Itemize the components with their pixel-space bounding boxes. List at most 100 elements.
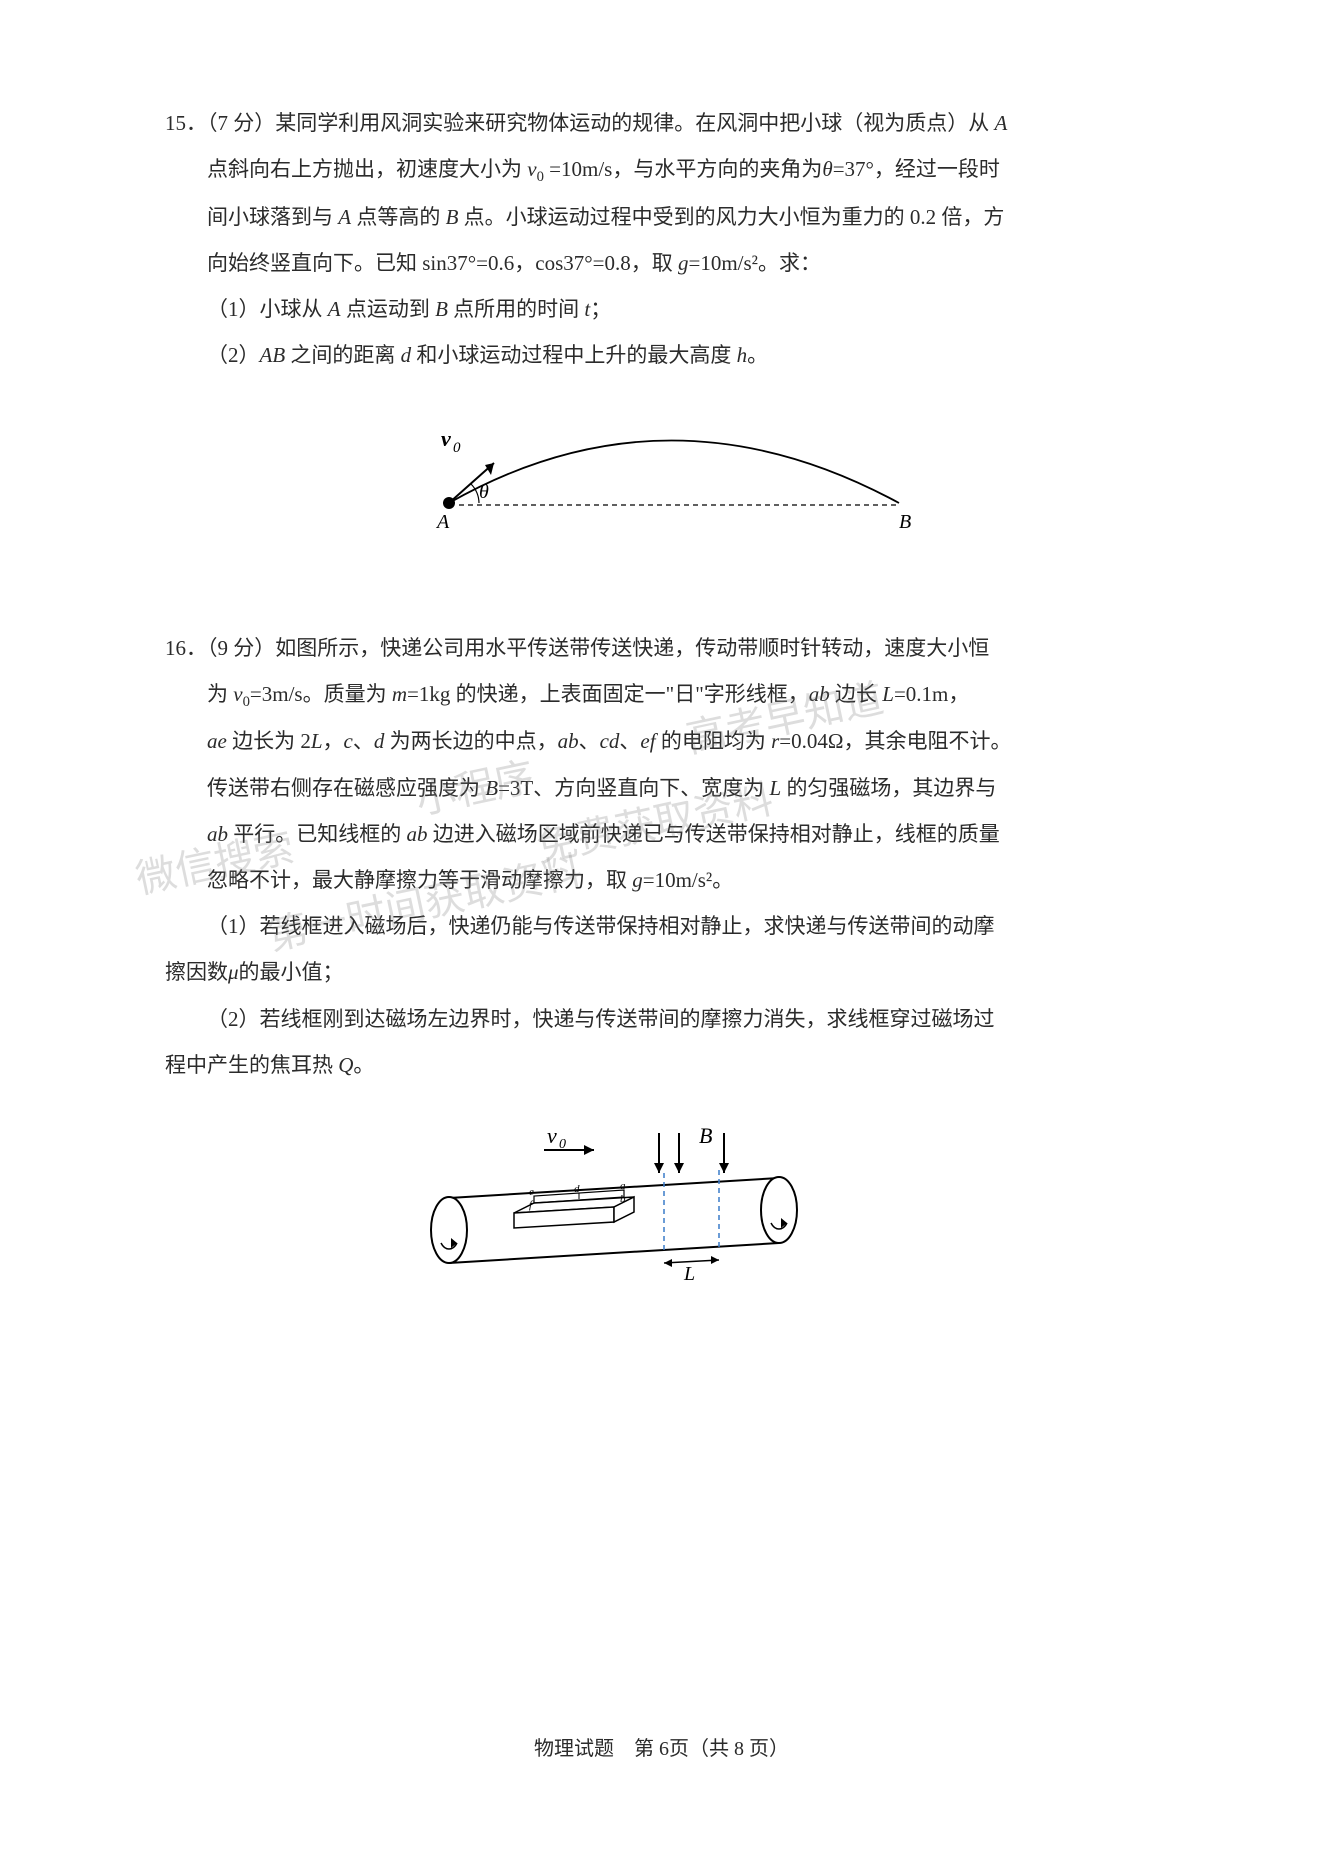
q15-s2d: 。 <box>747 343 768 367</box>
d-var: d <box>401 343 412 367</box>
q15-line1: 15．（7 分）某同学利用风洞实验来研究物体运动的规律。在风洞中把小球（视为质点… <box>165 100 1153 146</box>
q15-t3c: 点。小球运动过程中受到的风力大小恒为重力的 0.2 倍，方 <box>458 205 1004 229</box>
q16-s2a: （2）若线框刚到达磁场左边界时，快递与传送带间的摩擦力消失，求线框穿过磁场过 <box>207 1007 995 1031</box>
q16-t2a: 为 <box>207 682 233 706</box>
v0-sub: 0 <box>537 169 544 185</box>
projectile-diagram: v 0 θ A B <box>379 408 939 538</box>
q16-t1: 如图所示，快递公司用水平传送带传送快递，传动带顺时针转动，速度大小恒 <box>275 636 989 660</box>
q16-sub1-l2: 擦因数μ的最小值； <box>165 949 1153 995</box>
point-A: A <box>995 111 1008 135</box>
q16-t5a: 平行。已知线框的 <box>228 822 407 846</box>
point-B: B <box>446 205 459 229</box>
question-16: 16．（9 分）如图所示，快递公司用水平传送带传送快递，传动带顺时针转动，速度大… <box>165 625 1153 1344</box>
q16-number: 16． <box>165 636 207 660</box>
q16-t3f: 、 <box>619 729 640 753</box>
q16-points: （9 分） <box>207 636 275 660</box>
q15-t2b: =10m/s，与水平方向的夹角为 <box>544 157 822 181</box>
q15-line2: 点斜向右上方抛出，初速度大小为 v0 =10m/s，与水平方向的夹角为θ=37°… <box>165 146 1153 194</box>
cd-var: cd <box>600 729 620 753</box>
q15-sub1: （1）小球从 A 点运动到 B 点所用的时间 t； <box>165 286 1153 332</box>
c-var: c <box>344 729 353 753</box>
fig2-B: B <box>699 1123 712 1148</box>
q16-t2e: =0.1m， <box>894 682 969 706</box>
q15-t3a: 间小球落到与 <box>207 205 338 229</box>
ef-var: ef <box>640 729 655 753</box>
v0-var: v <box>527 157 536 181</box>
q16-s2b: 程中产生的焦耳热 <box>165 1053 338 1077</box>
L-var: L <box>882 682 894 706</box>
ab-var3: ab <box>207 822 228 846</box>
q16-t2b: =3m/s。质量为 <box>250 682 392 706</box>
q15-sub2: （2）AB 之间的距离 d 和小球运动过程中上升的最大高度 h。 <box>165 332 1153 378</box>
q16-t3a: 边长为 2 <box>227 729 311 753</box>
q16-t6b: =10m/s²。 <box>643 868 733 892</box>
mu-var: μ <box>228 960 239 984</box>
fig2-L: L <box>683 1263 695 1285</box>
fig-v0-label: v <box>441 426 451 451</box>
q15-t4b: =10m/s²。求： <box>688 251 820 275</box>
q16-s1c: 的最小值； <box>239 960 344 984</box>
v0-sub2: 0 <box>243 694 250 710</box>
q15-figure: v 0 θ A B <box>165 408 1153 554</box>
v0-var2: v <box>233 682 242 706</box>
fig-A: A <box>435 511 450 533</box>
q16-t4c: 的匀强磁场，其边界与 <box>781 776 996 800</box>
q16-s1a: （1）若线框进入磁场后，快递仍能与传送带保持相对静止，求快递与传送带间的动摩 <box>207 914 995 938</box>
ab-var4: ab <box>407 822 428 846</box>
m-var: m <box>392 682 407 706</box>
B-var: B <box>485 776 498 800</box>
q16-sub2-l1: （2）若线框刚到达磁场左边界时，快递与传送带间的摩擦力消失，求线框穿过磁场过 <box>165 996 1153 1042</box>
point-A3: A <box>328 297 341 321</box>
ae-var: ae <box>207 729 227 753</box>
q16-sub1-l1: （1）若线框进入磁场后，快递仍能与传送带保持相对静止，求快递与传送带间的动摩 <box>165 903 1153 949</box>
q16-t3c: 、 <box>353 729 374 753</box>
q15-t4a: 向始终竖直向下。已知 sin37°=0.6，cos37°=0.8，取 <box>207 251 678 275</box>
q16-line3: ae 边长为 2L，c、d 为两长边的中点，ab、cd、ef 的电阻均为 r=0… <box>165 718 1153 764</box>
q16-t2c: =1kg 的快递，上表面固定一"日"字形线框， <box>407 682 809 706</box>
question-15: 15．（7 分）某同学利用风洞实验来研究物体运动的规律。在风洞中把小球（视为质点… <box>165 100 1153 555</box>
q16-t6a: 忽略不计，最大静摩擦力等于滑动摩擦力，取 <box>207 868 632 892</box>
theta-var: θ <box>822 157 832 181</box>
page-footer: 物理试题 第 6页（共 8 页） <box>0 1727 1323 1771</box>
L-var2: L <box>311 729 323 753</box>
q16-line2: 为 v0=3m/s。质量为 m=1kg 的快递，上表面固定一"日"字形线框，ab… <box>165 671 1153 719</box>
q16-t3b: ， <box>323 729 344 753</box>
svg-text:d: d <box>574 1183 580 1195</box>
conveyor-diagram: v 0 B <box>399 1118 919 1328</box>
svg-text:b: b <box>620 1193 626 1205</box>
g-var: g <box>678 251 689 275</box>
d-var2: d <box>374 729 385 753</box>
ab-var2: ab <box>558 729 579 753</box>
q15-text1: 某同学利用风洞实验来研究物体运动的规律。在风洞中把小球（视为质点）从 <box>275 111 994 135</box>
q16-s1b: 擦因数 <box>165 960 228 984</box>
q16-t5b: 边进入磁场区域前快递已与传送带保持相对静止，线框的质量 <box>428 822 1000 846</box>
q16-figure: v 0 B <box>165 1118 1153 1344</box>
q15-line3: 间小球落到与 A 点等高的 B 点。小球运动过程中受到的风力大小恒为重力的 0.… <box>165 194 1153 240</box>
q15-t3b: 点等高的 <box>351 205 446 229</box>
q16-t4b: =3T、方向竖直向下、宽度为 <box>498 776 769 800</box>
fig-v0-sub: 0 <box>453 440 461 456</box>
fig2-v0: v <box>547 1123 557 1148</box>
q15-t2a: 点斜向右上方抛出，初速度大小为 <box>207 157 527 181</box>
q16-body: 16．（9 分）如图所示，快递公司用水平传送带传送快递，传动带顺时针转动，速度大… <box>165 625 1153 1088</box>
q16-line1: 16．（9 分）如图所示，快递公司用水平传送带传送快递，传动带顺时针转动，速度大… <box>165 625 1153 671</box>
q16-t3g: 的电阻均为 <box>656 729 772 753</box>
AB-var: AB <box>260 343 286 367</box>
q16-t3e: 、 <box>579 729 600 753</box>
h-var: h <box>737 343 748 367</box>
q16-line4: 传送带右侧存在磁感应强度为 B=3T、方向竖直向下、宽度为 L 的匀强磁场，其边… <box>165 765 1153 811</box>
point-B2: B <box>435 297 448 321</box>
q16-t4a: 传送带右侧存在磁感应强度为 <box>207 776 485 800</box>
Q-var: Q <box>338 1053 353 1077</box>
q15-s1d: ； <box>590 297 611 321</box>
q16-t2d: 边长 <box>830 682 883 706</box>
q15-s2a: （2） <box>207 343 260 367</box>
point-A2: A <box>338 205 351 229</box>
L-var3: L <box>770 776 782 800</box>
q15-s1a: （1）小球从 <box>207 297 328 321</box>
q15-s2b: 之间的距离 <box>285 343 401 367</box>
q16-sub2-l2: 程中产生的焦耳热 Q。 <box>165 1042 1153 1088</box>
fig-theta: θ <box>479 481 489 503</box>
ab-var: ab <box>809 682 830 706</box>
q15-line4: 向始终竖直向下。已知 sin37°=0.6，cos37°=0.8，取 g=10m… <box>165 240 1153 286</box>
